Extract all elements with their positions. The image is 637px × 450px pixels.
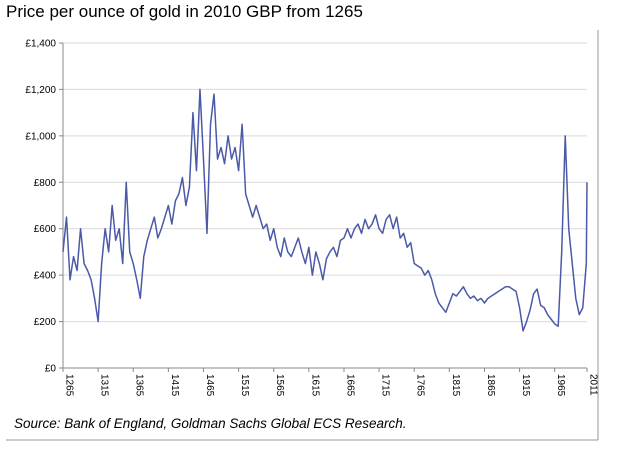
x-tick-label: 1415: [169, 374, 180, 397]
source-note: Source: Bank of England, Goldman Sachs G…: [14, 416, 406, 431]
y-tick-label: £0: [45, 364, 57, 375]
x-tick-label: 1765: [415, 374, 426, 397]
x-tick-label: 1715: [380, 374, 391, 397]
x-tick-label: 1265: [64, 374, 75, 397]
x-tick-label: 1815: [450, 374, 461, 397]
x-tick-label: 1515: [239, 374, 250, 397]
y-tick-label: £1,400: [25, 39, 56, 50]
x-tick-label: 2011: [588, 374, 599, 396]
x-tick-label: 1865: [485, 374, 496, 397]
x-tick-label: 1465: [204, 374, 215, 397]
y-tick-label: £200: [34, 317, 57, 328]
x-tick-label: 1915: [520, 374, 531, 397]
price-line: [62, 88, 588, 332]
y-tick-label: £1,000: [25, 131, 56, 142]
y-tick-label: £1,200: [25, 85, 56, 96]
x-tick-label: 1615: [309, 374, 320, 397]
x-tick-label: 1315: [99, 374, 110, 397]
x-tick-label: 1665: [344, 374, 355, 397]
chart-title: Price per ounce of gold in 2010 GBP from…: [6, 2, 363, 21]
y-tick-label: £600: [34, 224, 57, 235]
y-tick-label: £400: [34, 271, 57, 282]
x-tick-label: 1565: [274, 374, 285, 397]
x-tick-label: 1365: [134, 374, 145, 397]
x-tick-label: 1965: [555, 374, 566, 397]
y-tick-label: £800: [34, 178, 57, 189]
